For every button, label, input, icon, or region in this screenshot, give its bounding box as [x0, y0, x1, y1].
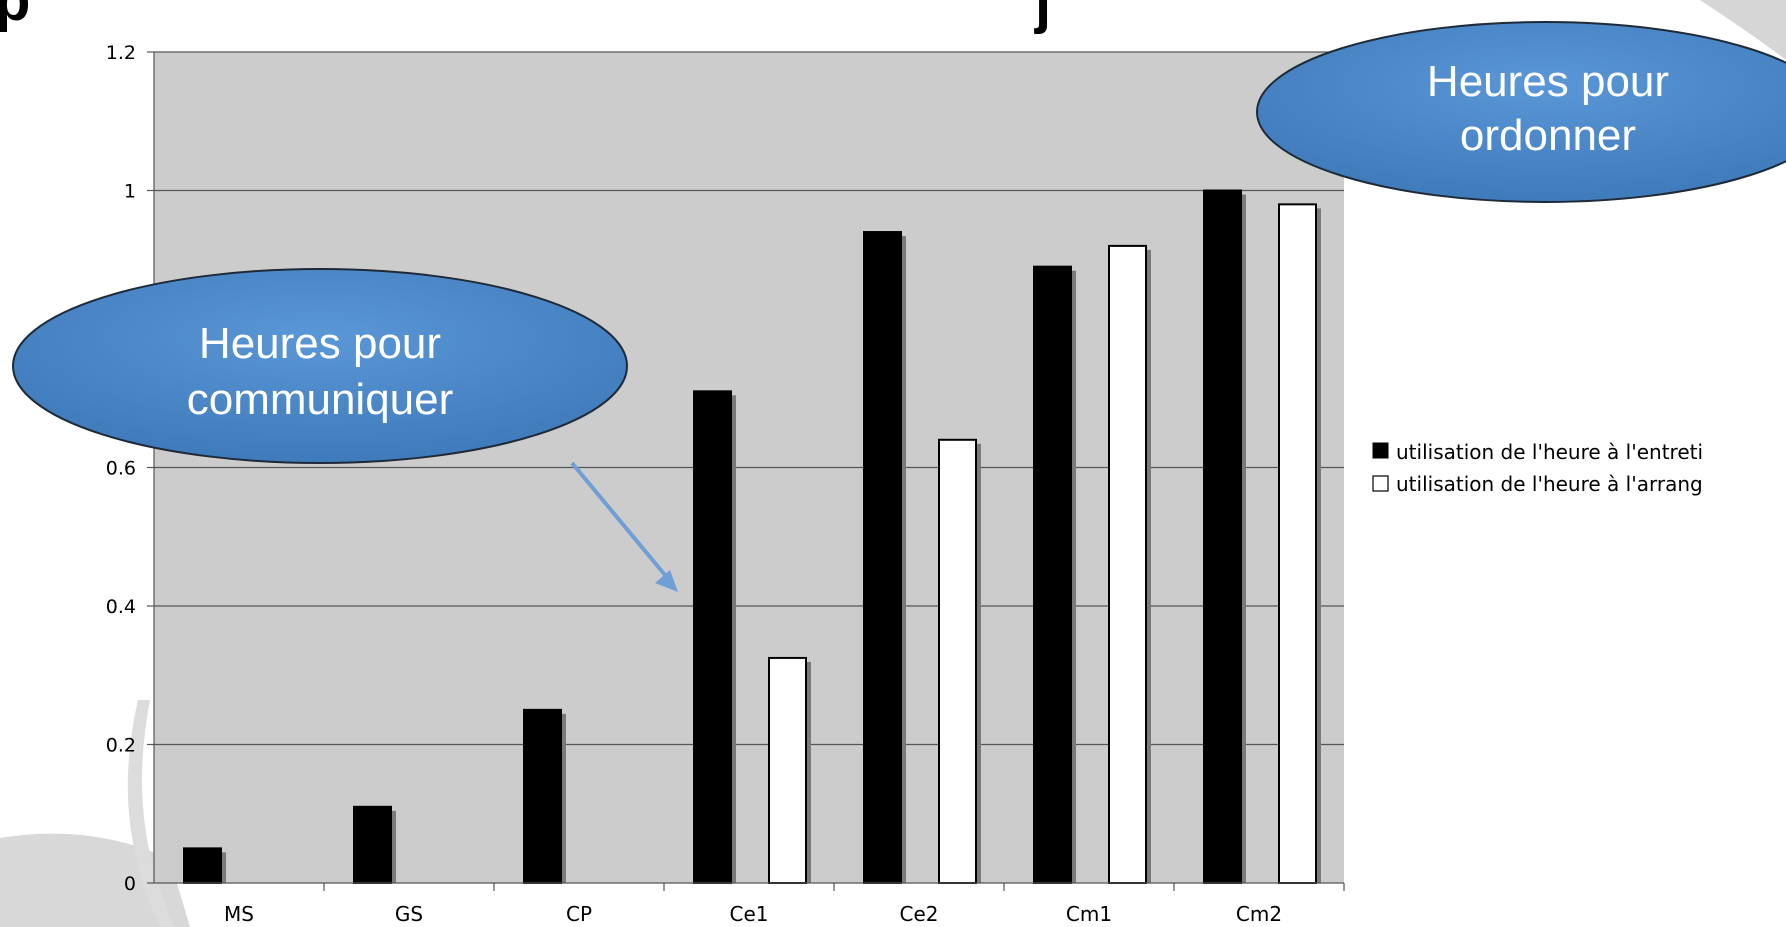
annotation-ordonner-bubble [1256, 21, 1786, 203]
annotation-arrow [570, 461, 678, 592]
title-fragment-left: p [0, 0, 30, 33]
y-tick-label: 0 [124, 873, 136, 895]
x-tick-label: Ce1 [730, 902, 769, 926]
annotation-ordonner-line1: Heures pour [1427, 57, 1669, 106]
bar-entretien-cm1 [1033, 265, 1072, 884]
x-tick-label: Cm2 [1236, 902, 1282, 926]
arrow-shaft [570, 461, 672, 583]
arrow-head [655, 570, 678, 592]
y-tick-label: 0.4 [106, 596, 136, 618]
x-tick-label: GS [395, 902, 423, 926]
annotation-communiquer: Heures pour communiquer [12, 268, 628, 464]
y-tick-label: 1.2 [106, 42, 136, 64]
y-axis: 0 0.2 0.4 0.6 1 1.2 [106, 42, 155, 895]
bar-entretien-ce2 [863, 231, 902, 885]
x-tick-label: CP [566, 902, 592, 926]
bar-entretien-gs [353, 805, 392, 885]
annotation-communiquer-line2: communiquer [187, 375, 454, 424]
annotation-ordonner: Heures pour ordonner [1256, 21, 1786, 203]
title-fragment-right: j [1034, 0, 1051, 35]
y-tick-label: 1 [124, 181, 136, 203]
annotation-communiquer-line1: Heures pour [199, 319, 441, 368]
bar-entretien-cp [523, 708, 562, 884]
legend-label-entretien: utilisation de l'heure à l'entreti [1396, 440, 1703, 464]
bar-entretien-ce1 [693, 390, 732, 884]
bar-arrangement-cm1 [1108, 244, 1147, 884]
legend-swatch-arrangement [1372, 475, 1389, 492]
annotation-communiquer-bubble [12, 268, 628, 464]
legend-label-arrangement: utilisation de l'heure à l'arrang [1396, 472, 1703, 496]
x-tick-label: Cm1 [1066, 902, 1112, 926]
x-tick-label: MS [224, 902, 254, 926]
x-tick-label: Ce2 [900, 902, 939, 926]
bar-arrangement-ce1 [768, 656, 807, 884]
bars [183, 189, 1321, 885]
bar-arrangement-ce2 [938, 438, 977, 884]
slide-decoration-swoosh [127, 700, 175, 927]
bar-arrangement-cm2 [1278, 203, 1317, 885]
legend-swatch-entretien [1372, 442, 1389, 459]
bar-entretien-ms [183, 847, 222, 884]
y-tick-label: 0.2 [106, 735, 136, 757]
annotation-ordonner-line2: ordonner [1460, 111, 1636, 160]
legend: utilisation de l'heure à l'entreti utili… [1372, 440, 1703, 496]
bar-entretien-cm2 [1203, 189, 1242, 884]
slide-decoration-right [1700, 0, 1786, 60]
x-axis: MS GS CP Ce1 Ce2 Cm1 Cm2 [154, 882, 1345, 926]
y-tick-label: 0.6 [106, 458, 136, 480]
